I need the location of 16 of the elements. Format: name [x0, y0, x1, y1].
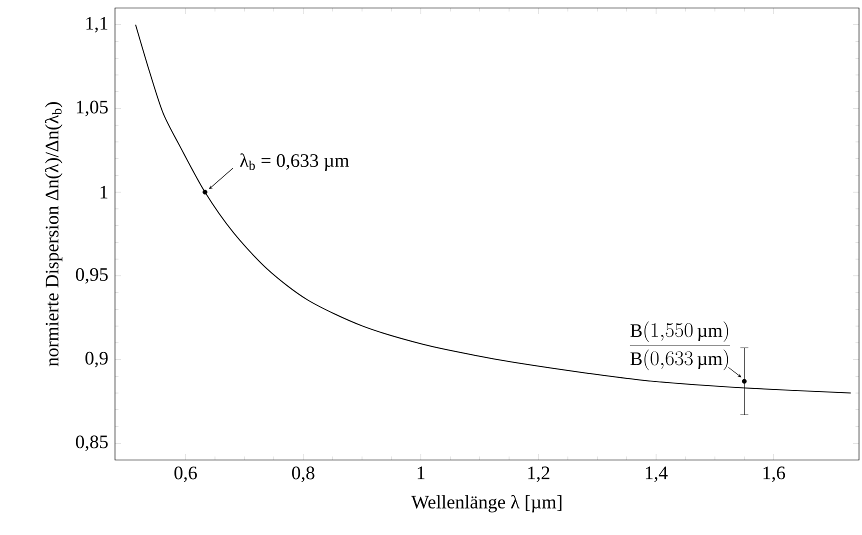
y-tick-label: 0,9	[85, 352, 108, 368]
y-tick-label: 1	[100, 186, 108, 198]
x-tick-label: 0,8	[292, 466, 314, 482]
x-tick-label: 1,4	[646, 466, 668, 482]
annotation: $\frac{\mathrm{B}(1{,}550\,\mbox{µm})}{\mathrm{B}(0{,}633\,\mbox{µm})}$	[630, 321, 730, 370]
x-tick-label: 1,2	[528, 466, 550, 482]
y-axis-title: normierte Dispersion Δn(λ)/Δn(λ$_{b}$)	[44, 102, 62, 366]
x-tick-label: 0,6	[174, 466, 197, 482]
y-tick-label: 0,85	[76, 435, 108, 452]
x-axis-title: Wellenlänge λ [µm]	[411, 494, 562, 512]
y-tick-label: 0,95	[76, 268, 108, 284]
y-tick-label: 1,05	[76, 100, 108, 116]
x-tick-label: 1,6	[764, 466, 786, 482]
annotation: λ$_{b}$ = 0,633 µm	[240, 153, 350, 171]
x-tick-label: 1	[418, 466, 424, 480]
y-tick-label: 1,1	[86, 17, 108, 32]
